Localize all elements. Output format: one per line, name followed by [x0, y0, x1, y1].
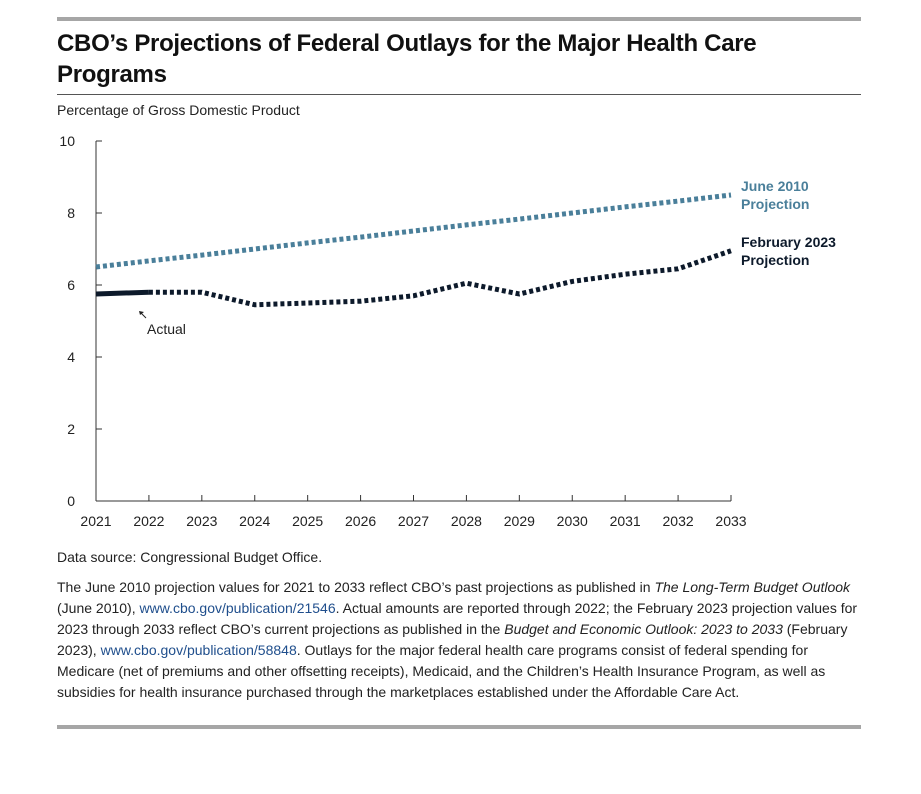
x-tick-label: 2028	[451, 513, 482, 529]
bottom-rule	[57, 725, 861, 729]
x-tick-label: 2025	[292, 513, 323, 529]
x-tick-label: 2029	[504, 513, 535, 529]
series-label-1: February 2023 Projection	[741, 234, 836, 268]
series-label-line: June 2010	[741, 178, 809, 194]
axes: 0 2 4 6 8 10 2021 2022 2023 2024 2025 2026 2027 2028 2…	[59, 133, 746, 529]
notes-text: (February 2023),	[57, 621, 848, 658]
chart-title: CBO’s Projections of Federal Outlays for…	[57, 30, 757, 88]
notes-text: Budget and Economic Outlook: 2023 to 203…	[504, 621, 783, 637]
y-axis-label: Percentage of Gross Domestic Product	[57, 102, 300, 118]
annotation-arrowhead	[139, 311, 144, 315]
y-tick-label: 6	[67, 277, 75, 293]
y-tick-label: 8	[67, 205, 75, 221]
series-line-0	[95, 192, 732, 270]
x-tick-label: 2030	[557, 513, 588, 529]
annotation-actual: Actual	[147, 321, 186, 337]
series-labels: June 2010 Projection February 2023 Projecti…	[139, 178, 836, 337]
y-tick-label: 4	[67, 349, 75, 365]
y-tick-label: 10	[59, 133, 75, 149]
top-rule	[57, 17, 861, 21]
notes-text: . Outlays for the major federal health c…	[57, 642, 826, 700]
series-label-line: Projection	[741, 196, 809, 212]
x-tick-label: 2031	[610, 513, 641, 529]
x-tick-label: 2021	[80, 513, 111, 529]
y-tick-label: 0	[67, 493, 75, 509]
x-tick-label: 2032	[663, 513, 694, 529]
series-label-line: Projection	[741, 252, 809, 268]
line-chart: 0 2 4 6 8 10 2021 2022 2023 2024 2025 2026 2027 2028 2…	[59, 133, 836, 529]
x-tick-label: 2023	[186, 513, 217, 529]
y-tick-label: 2	[67, 421, 75, 437]
series-lines	[95, 192, 732, 308]
series-line-2	[95, 289, 149, 297]
x-tick-label: 2033	[715, 513, 746, 529]
x-tick-label: 2022	[133, 513, 164, 529]
notes-link[interactable]: www.cbo.gov/publication/58848	[100, 642, 297, 658]
notes-text: The June 2010 projection values for 2021…	[57, 579, 655, 595]
series-line-1	[148, 248, 732, 308]
x-tick-label: 2024	[239, 513, 270, 529]
title-rule	[57, 94, 861, 95]
series-label-0: June 2010 Projection	[741, 178, 809, 212]
annotation-arrow	[140, 312, 147, 319]
data-source: Data source: Congressional Budget Office…	[57, 549, 323, 565]
notes-text: The Long-Term Budget Outlook	[654, 579, 851, 595]
series-label-line: February 2023	[741, 234, 836, 250]
notes-text: (June 2010),	[57, 600, 140, 616]
x-tick-label: 2026	[345, 513, 376, 529]
notes-link[interactable]: www.cbo.gov/publication/21546	[139, 600, 336, 616]
notes-text: . Actual amounts are reported through 20…	[57, 600, 858, 637]
x-tick-label: 2027	[398, 513, 429, 529]
chart-notes: The June 2010 projection values for 2021…	[57, 577, 867, 703]
